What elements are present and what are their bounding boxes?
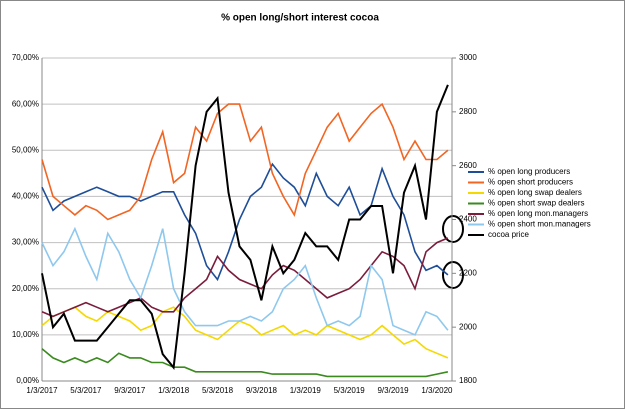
x-tick-label: 5/3/2018 (202, 386, 234, 395)
x-tick-label: 9/3/2018 (246, 386, 278, 395)
y-tick-label: 30,00% (12, 238, 39, 247)
x-tick-label: 1/3/2017 (26, 386, 58, 395)
series-line (41, 102, 449, 221)
y2-tick-label: 2000 (459, 322, 477, 331)
legend-label: % open long mon.managers (488, 209, 588, 218)
series-line (41, 348, 449, 378)
y2-tick-label: 3000 (459, 53, 477, 62)
x-tick-label: 9/3/2019 (377, 386, 409, 395)
y2-tick-label: 2600 (459, 161, 477, 170)
legend-label: % open long producers (488, 167, 570, 176)
x-tick-label: 5/3/2019 (334, 386, 366, 395)
y2-tick-label: 2200 (459, 268, 477, 277)
legend-label: % open long swap dealers (488, 188, 582, 197)
annotation-circle (442, 215, 464, 243)
x-tick-label: 9/3/2017 (114, 386, 146, 395)
legend-label: cocoa price (488, 230, 529, 239)
y2-tick-label: 2400 (459, 215, 477, 224)
y-tick-label: 70,00% (12, 53, 39, 62)
series-line (41, 226, 449, 336)
chart-title: % open long/short interest cocoa (221, 13, 379, 24)
series-line (41, 237, 449, 318)
y-tick-label: 20,00% (12, 284, 39, 293)
y-tick-label: 50,00% (12, 145, 39, 154)
legend-label: % open short producers (488, 178, 573, 187)
y-tick-label: 0,00% (16, 376, 39, 385)
x-tick-label: 5/3/2017 (70, 386, 102, 395)
y-tick-label: 60,00% (12, 99, 39, 108)
y2-tick-label: 1800 (459, 376, 477, 385)
legend-label: % open short swap dealers (488, 199, 585, 208)
annotation-circle (442, 261, 464, 289)
y2-tick-label: 2800 (459, 107, 477, 116)
y-tick-label: 10,00% (12, 330, 39, 339)
x-tick-label: 1/3/2018 (158, 386, 190, 395)
series-line (41, 306, 449, 359)
x-tick-label: 1/3/2020 (421, 386, 453, 395)
legend-label: % open short mon.managers (488, 220, 591, 229)
y-tick-label: 40,00% (12, 192, 39, 201)
series-line (41, 84, 449, 370)
series-line (41, 162, 449, 282)
x-tick-label: 1/3/2019 (290, 386, 322, 395)
